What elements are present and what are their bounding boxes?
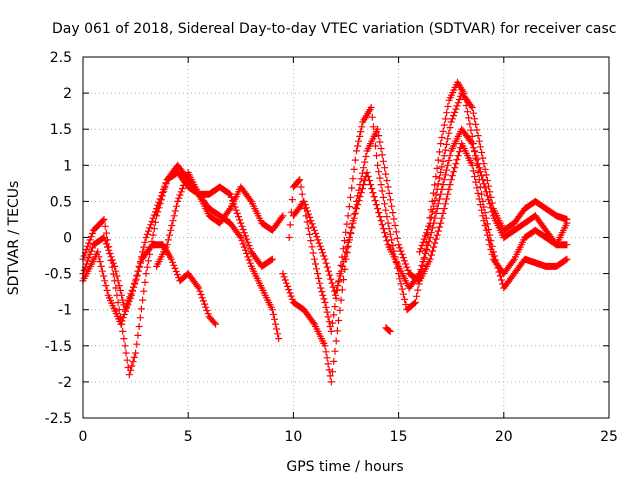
plot-frame	[82, 56, 610, 419]
series-markers	[153, 169, 287, 270]
series-cluster-a	[382, 324, 394, 335]
x-axis-label: GPS time / hours	[286, 459, 403, 475]
y-tick-label: -0.5	[45, 267, 72, 283]
y-tick-label: -1.5	[45, 339, 72, 355]
y-tick-label: -2.5	[45, 411, 72, 427]
series-track-4	[153, 169, 287, 270]
chart-title: Day 061 of 2018, Sidereal Day-to-day VTE…	[52, 21, 616, 37]
y-axis-label: SDTVAR / TECUs	[6, 181, 22, 296]
x-tick-label: 20	[495, 429, 513, 445]
y-tick-label: 2	[63, 86, 72, 102]
series-markers	[416, 89, 571, 256]
y-tick-label: 0.5	[50, 194, 72, 210]
series-track-7	[279, 125, 571, 386]
y-tick-label: -1	[58, 303, 72, 319]
tick-labels: 0 5 10 15 20 25 -2.5 -2 -1.5 -1 -0.5 0 0.5 1 1.5 2 2.5	[45, 50, 618, 445]
series-track-8	[416, 89, 571, 256]
x-tick-label: 5	[184, 429, 193, 445]
y-tick-label: 2.5	[50, 50, 72, 66]
y-tick-label: 1.5	[50, 122, 72, 138]
y-tick-label: -2	[58, 375, 72, 391]
x-tick-label: 25	[600, 429, 618, 445]
series-markers	[382, 324, 394, 335]
x-tick-label: 15	[390, 429, 408, 445]
series-layer	[79, 78, 571, 386]
y-tick-label: 1	[63, 158, 72, 174]
series-markers	[279, 125, 571, 386]
x-tick-label: 0	[79, 429, 88, 445]
y-tick-label: 0	[63, 231, 72, 247]
x-tick-label: 10	[284, 429, 302, 445]
